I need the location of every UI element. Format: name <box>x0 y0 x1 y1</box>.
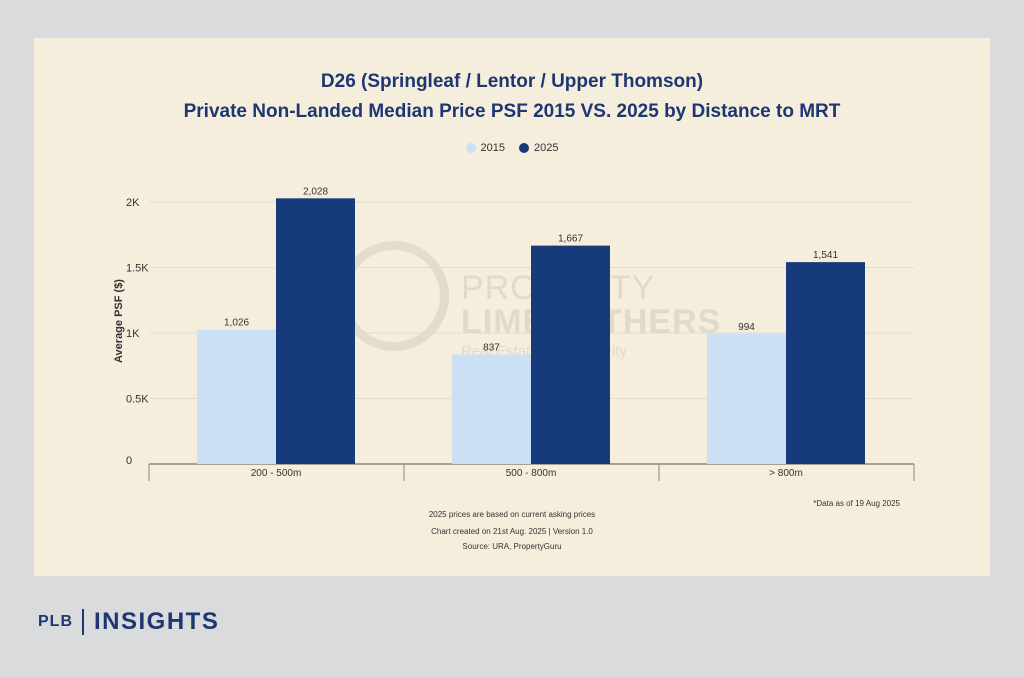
data-label-2025-0: 2,028 <box>303 186 328 197</box>
y-tick-label-2000: 2K <box>126 197 140 209</box>
y-tick-label-500: 0.5K <box>126 394 149 406</box>
legend-swatch-2025 <box>519 143 529 153</box>
brand-divider <box>82 609 84 635</box>
legend-label-2015: 2015 <box>480 142 505 154</box>
data-label-2015-0: 1,026 <box>224 318 249 329</box>
bar-2015-2 <box>707 333 786 464</box>
legend-label-2025: 2025 <box>534 142 559 154</box>
brand-logo: PLB INSIGHTS <box>38 608 219 636</box>
legend-item-2015[interactable]: 2015 <box>465 142 505 154</box>
y-axis-label: Average PSF ($) <box>113 279 125 363</box>
bar-2025-0 <box>276 198 355 464</box>
chart-card: D26 (Springleaf / Lentor / Upper Thomson… <box>34 38 990 576</box>
data-label-2025-2: 1,541 <box>813 250 838 261</box>
bar-2025-1 <box>531 245 610 464</box>
data-label-2015-2: 994 <box>738 322 755 333</box>
x-tick-label-0: 200 - 500m <box>251 468 302 479</box>
bar-chart: 0 0.5K 1K 1.5K 2K Average PSF ($) 1,026 2,028 20… <box>113 186 915 481</box>
data-label-2025-1: 1,667 <box>558 234 583 245</box>
y-tick-label-1000: 1K <box>126 328 140 340</box>
chart-title-line1: D26 (Springleaf / Lentor / Upper Thomson… <box>320 71 704 92</box>
legend-swatch-2015 <box>465 143 476 153</box>
data-as-of-note: *Data as of 19 Aug 2025 <box>813 499 900 508</box>
x-tick-label-2: > 800m <box>769 468 803 479</box>
footnote-asking-prices: 2025 prices are based on current asking … <box>428 510 596 519</box>
data-label-2015-1: 837 <box>483 342 500 353</box>
chart-title-line2: Private Non-Landed Median Price PSF 2015… <box>183 101 841 122</box>
y-tick-label-0: 0 <box>126 455 132 467</box>
chart-legend: 2015 2025 <box>34 142 990 154</box>
footnote-source: Source: URA, PropertyGuru <box>462 542 562 551</box>
brand-plb: PLB <box>38 613 73 630</box>
legend-item-2025[interactable]: 2025 <box>519 142 558 154</box>
bar-2025-2 <box>786 262 865 464</box>
y-tick-label-1500: 1.5K <box>126 263 149 275</box>
footnote-created: Chart created on 21st Aug. 2025 | Versio… <box>431 527 593 536</box>
bar-2015-0 <box>197 329 276 464</box>
x-tick-label-1: 500 - 800m <box>506 468 557 479</box>
brand-insights: INSIGHTS <box>94 608 220 635</box>
bar-2015-1 <box>452 354 531 464</box>
